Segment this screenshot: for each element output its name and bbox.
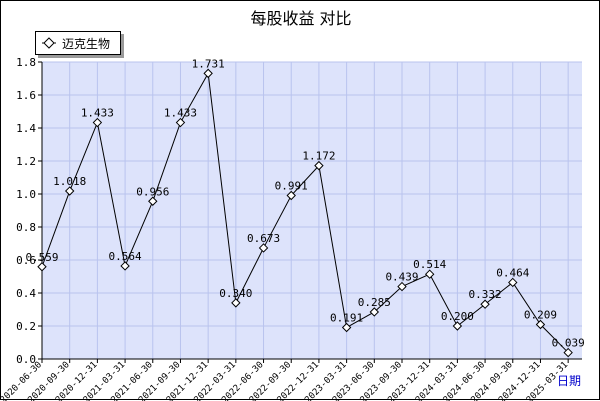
data-label: 0.340 xyxy=(219,287,252,300)
data-point xyxy=(535,319,546,330)
data-point xyxy=(37,262,47,272)
data-point xyxy=(148,196,158,206)
data-label: 0.285 xyxy=(358,296,391,309)
y-tick-label: 0.6 xyxy=(16,254,36,267)
data-point xyxy=(286,190,296,201)
data-point xyxy=(480,299,490,309)
data-label: 0.673 xyxy=(247,232,280,245)
data-label: 0.209 xyxy=(524,309,557,322)
series-line xyxy=(41,71,569,353)
data-point xyxy=(452,321,463,331)
y-tick-label: 1.2 xyxy=(16,155,36,168)
data-point xyxy=(508,277,518,288)
data-label: 0.956 xyxy=(136,185,169,198)
data-point xyxy=(424,269,435,279)
y-tick-label: 0.0 xyxy=(16,353,36,366)
data-point xyxy=(203,68,213,79)
data-point xyxy=(563,347,573,358)
data-label: 0.991 xyxy=(275,179,308,192)
plot-area xyxy=(42,62,582,359)
data-label: 0.200 xyxy=(441,310,474,323)
data-label: 0.439 xyxy=(385,271,418,284)
data-point xyxy=(64,186,75,196)
y-tick-label: 0.8 xyxy=(16,221,36,234)
data-label: 0.039 xyxy=(552,337,585,350)
data-label: 1.433 xyxy=(81,107,114,120)
y-tick-label: 1.8 xyxy=(16,56,36,69)
data-label: 1.433 xyxy=(164,107,197,120)
y-tick-label: 0.2 xyxy=(16,320,36,333)
chart-title: 每股收益 对比 xyxy=(250,9,352,28)
data-label: 0.464 xyxy=(496,266,529,279)
y-tick-label: 1.4 xyxy=(16,122,36,135)
data-label: 1.018 xyxy=(53,175,86,188)
x-axis-label: 日期 xyxy=(557,374,582,388)
y-tick-label: 0.4 xyxy=(16,287,36,300)
data-point xyxy=(120,261,130,271)
data-label: 0.559 xyxy=(25,251,58,264)
data-point xyxy=(175,117,186,128)
data-label: 0.332 xyxy=(469,288,502,301)
data-point xyxy=(92,117,103,128)
data-point xyxy=(231,298,241,308)
data-label: 1.731 xyxy=(192,57,225,70)
data-label: 0.564 xyxy=(109,250,142,263)
data-point xyxy=(369,307,380,317)
data-label: 1.172 xyxy=(302,150,335,163)
data-label: 0.191 xyxy=(330,311,363,324)
data-point xyxy=(341,322,352,333)
chart-legend: 迈克生物 xyxy=(35,31,122,55)
y-tick-label: 1.6 xyxy=(16,89,36,102)
data-point xyxy=(397,281,407,292)
data-label: 0.514 xyxy=(413,258,446,271)
legend-label: 迈克生物 xyxy=(62,36,111,51)
diamond-marker-icon xyxy=(42,37,56,49)
y-tick-label: 1.0 xyxy=(16,188,36,201)
data-point xyxy=(314,160,324,171)
data-point xyxy=(258,243,269,253)
